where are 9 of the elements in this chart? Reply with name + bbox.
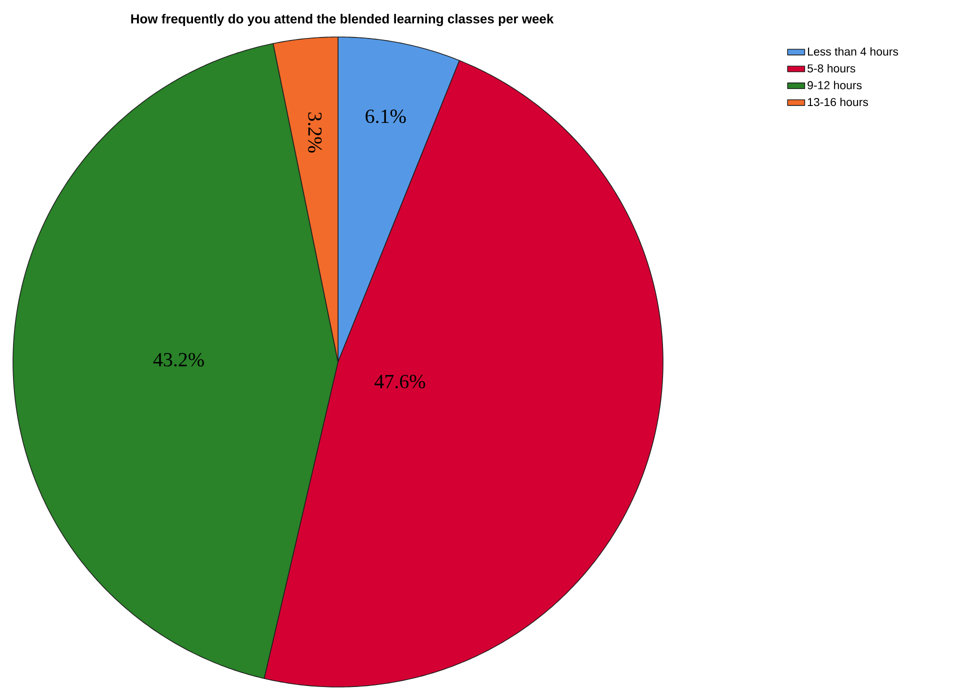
data-label: 3.2% bbox=[308, 112, 322, 153]
legend-label: Less than 4 hours bbox=[808, 47, 898, 56]
data-label: 6.1% bbox=[366, 110, 406, 124]
data-label: 47.6% bbox=[374, 374, 426, 388]
legend-label: 13-16 hours bbox=[808, 98, 868, 106]
legend-label: 5-8 hours bbox=[808, 64, 856, 72]
data-label: 43.2% bbox=[153, 352, 204, 367]
legend-label: 9-12 hours bbox=[808, 80, 862, 90]
chart-title: How frequently do you attend the blended learning classes per week bbox=[131, 14, 554, 26]
